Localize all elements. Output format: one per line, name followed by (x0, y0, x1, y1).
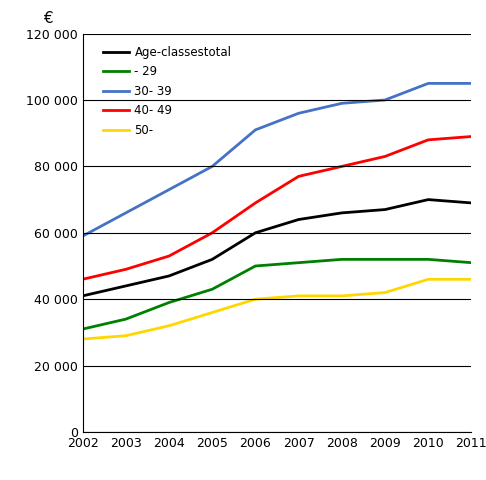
30- 39 (382, 97, 388, 103)
Line: 30- 39: 30- 39 (83, 84, 471, 236)
Age-classestotal (382, 207, 388, 213)
- 29 (382, 256, 388, 262)
Age-classestotal (166, 273, 172, 279)
40- 49 (469, 133, 474, 139)
30- 39 (80, 233, 86, 239)
50- (339, 293, 345, 299)
40- 49 (80, 276, 86, 282)
50- (123, 333, 129, 338)
- 29 (339, 256, 345, 262)
40- 49 (382, 154, 388, 159)
40- 49 (295, 173, 301, 179)
- 29 (166, 300, 172, 305)
Line: - 29: - 29 (83, 259, 471, 329)
- 29 (123, 316, 129, 322)
30- 39 (166, 187, 172, 192)
Age-classestotal (253, 230, 259, 236)
Age-classestotal (339, 210, 345, 216)
30- 39 (469, 81, 474, 86)
40- 49 (339, 164, 345, 169)
Line: 40- 49: 40- 49 (83, 136, 471, 279)
Age-classestotal (469, 200, 474, 206)
50- (209, 310, 215, 315)
- 29 (80, 326, 86, 332)
30- 39 (295, 110, 301, 116)
30- 39 (209, 164, 215, 169)
40- 49 (253, 200, 259, 206)
Legend: Age-classestotal, - 29, 30- 39, 40- 49, 50-: Age-classestotal, - 29, 30- 39, 40- 49, … (100, 44, 234, 139)
- 29 (253, 263, 259, 269)
Age-classestotal (425, 197, 431, 203)
30- 39 (123, 210, 129, 216)
- 29 (209, 287, 215, 292)
50- (469, 276, 474, 282)
- 29 (469, 260, 474, 265)
Line: 50-: 50- (83, 279, 471, 339)
50- (253, 296, 259, 302)
40- 49 (425, 137, 431, 143)
Text: €: € (43, 11, 52, 25)
- 29 (425, 256, 431, 262)
50- (295, 293, 301, 299)
Age-classestotal (80, 293, 86, 299)
40- 49 (209, 230, 215, 236)
50- (425, 276, 431, 282)
50- (382, 289, 388, 295)
50- (80, 336, 86, 342)
30- 39 (425, 81, 431, 86)
Age-classestotal (209, 256, 215, 262)
40- 49 (166, 253, 172, 259)
Age-classestotal (295, 216, 301, 222)
50- (166, 323, 172, 329)
30- 39 (253, 127, 259, 133)
Age-classestotal (123, 283, 129, 289)
40- 49 (123, 266, 129, 272)
Line: Age-classestotal: Age-classestotal (83, 200, 471, 296)
30- 39 (339, 100, 345, 106)
- 29 (295, 260, 301, 265)
